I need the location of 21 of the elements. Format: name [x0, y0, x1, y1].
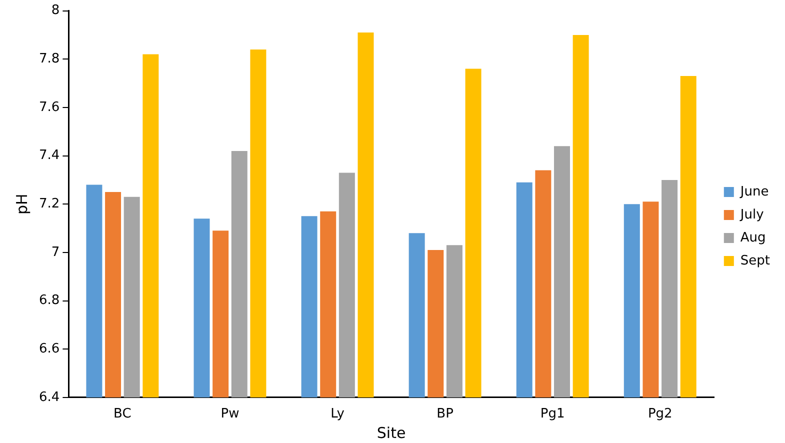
- y-tick-label: 7.2: [38, 196, 60, 212]
- x-tick-label: BP: [436, 406, 454, 422]
- y-tick-label: 7.6: [38, 100, 60, 115]
- legend-label: Sept: [740, 253, 770, 268]
- legend-label: Aug: [740, 230, 766, 246]
- y-tick-label: 7.8: [38, 52, 60, 66]
- y-tick-label: 7.4: [38, 148, 60, 164]
- legend-label: June: [739, 184, 769, 200]
- y-tick-label: 6.4: [38, 390, 60, 405]
- x-tick-label: BC: [114, 406, 132, 422]
- y-tick-label: 8: [51, 3, 60, 18]
- x-tick-label: Pg1: [540, 406, 565, 422]
- x-tick-label: Pw: [220, 406, 240, 422]
- y-tick-label: 7: [51, 244, 60, 260]
- x-tick-label: Pg2: [648, 406, 672, 422]
- y-tick-label: 6.8: [38, 293, 60, 308]
- x-axis-title: Site: [376, 424, 406, 442]
- legend-label: July: [739, 207, 764, 222]
- y-tick-label: 6.6: [38, 341, 60, 356]
- y-axis-title: pH: [12, 194, 31, 215]
- x-tick-label: Ly: [330, 406, 345, 422]
